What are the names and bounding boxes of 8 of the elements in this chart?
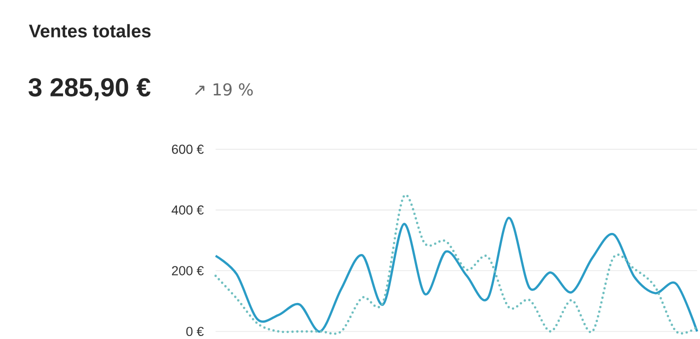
chart-title: Ventes totales xyxy=(28,24,151,38)
line-series xyxy=(214,216,698,333)
y-tick-label: 0 € xyxy=(186,326,204,336)
chart-subtitle: 3 285,90 € xyxy=(28,78,150,100)
y-tick-label: 200 € xyxy=(172,266,204,276)
text: ↗ 19 % xyxy=(195,83,253,96)
y-tick-label: 600 € xyxy=(172,144,204,154)
y-tick-label: 400 € xyxy=(172,205,204,215)
